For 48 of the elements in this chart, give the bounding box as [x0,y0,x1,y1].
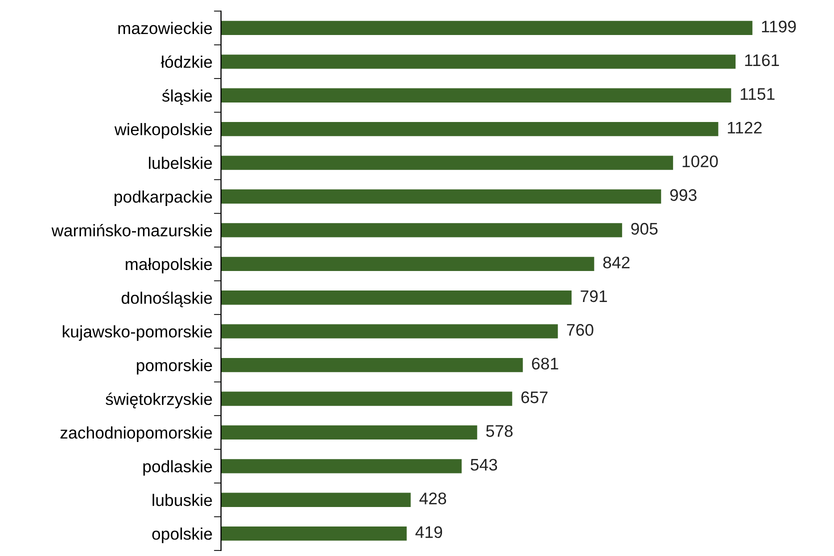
y-tick-label: lubuskie [152,494,212,506]
bar [221,189,662,204]
bar [221,256,594,272]
y-tick-label: świętokrzyskie [106,392,212,408]
data-label: 993 [670,189,697,201]
data-label: 905 [631,222,658,235]
data-label: 842 [603,256,630,268]
y-tick-label: kujawsko-pomorskie [62,325,212,341]
y-tick-label: warmińsko-mazurskie [52,224,212,236]
data-label: 760 [567,324,594,336]
y-tick-label: zachodniopomorskie [60,426,212,442]
bar [221,88,732,102]
data-label: 419 [415,526,442,538]
y-tick-label: mazowieckie [118,22,212,34]
bar [221,20,752,36]
bar [221,156,674,170]
y-tick-label: podlaskie [143,460,212,476]
y-tick-label: lubelskie [148,156,212,170]
bar [221,459,462,474]
data-label: 657 [521,391,548,404]
y-tick-label: śląskie [162,89,212,105]
y-tick-label: wielkopolskie [114,123,212,139]
data-label: 1020 [682,155,718,168]
y-tick-label: małopolskie [126,258,212,274]
data-label: 1161 [745,54,779,66]
bar [221,54,736,69]
bar [221,223,622,238]
bar [221,425,478,440]
bar [221,492,411,507]
y-tick-label: podkarpackie [114,190,212,206]
data-label: 1122 [728,122,762,134]
data-label: 428 [419,492,446,504]
data-label: 578 [486,425,513,437]
bar [221,290,572,305]
y-tick-label: opolskie [152,528,212,544]
data-label: 543 [470,458,498,471]
bar [221,358,523,372]
data-label: 1199 [762,20,796,32]
y-tick-label: dolnośląskie [122,291,212,308]
y-tick-label: łódzkie [160,55,212,68]
data-label: 1151 [740,88,774,100]
data-label: 791 [580,290,607,302]
data-label: 681 [532,358,558,370]
bar [221,122,718,136]
bar [221,392,512,406]
bar [221,526,407,541]
y-tick-label: pomorskie [136,359,212,375]
bar [221,324,558,338]
